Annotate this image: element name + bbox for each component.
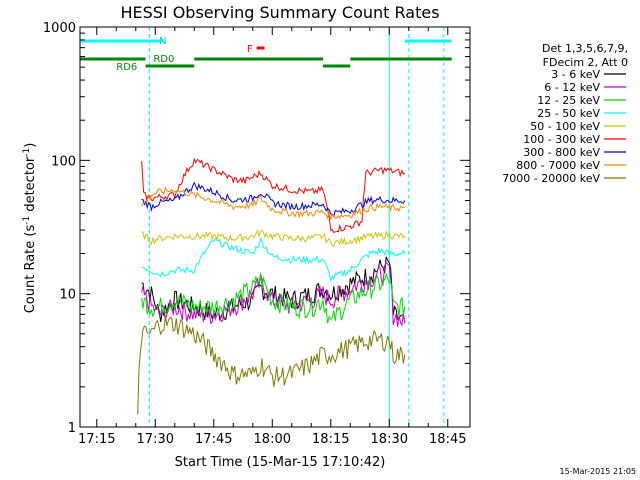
series-line [141,229,406,247]
x-axis-label: Start Time (15-Mar-15 17:10:42) [175,455,386,470]
series-line [137,316,406,415]
legend-item-label: 6 - 12 keV [544,81,600,94]
series-line [141,186,406,220]
y-axis-label: Count Rate (s-1 detector-1) [22,143,38,314]
y-tick-label: 1 [68,421,76,436]
x-tick-label: 18:00 [254,432,291,447]
plot-frame [79,26,471,428]
rd6-label: RD6 [116,62,137,73]
legend-item-label: 300 - 800 keV [523,146,600,159]
chart-title: HESSI Observing Summary Count Rates [120,3,439,22]
series-line [141,272,406,324]
y-tick-label: 10 [59,288,76,303]
x-tick-label: 18:45 [429,432,466,447]
series-line [141,157,406,234]
legend-item-label: 3 - 6 keV [551,68,600,81]
series-line [141,236,406,282]
x-tick-label: 17:30 [137,432,174,447]
timestamp: 15-Mar-2015 21:05 [560,467,637,476]
x-tick-label: 17:45 [195,432,232,447]
x-tick-label: 17:15 [78,432,115,447]
legend-header: FDecim 2, Att 0 [543,56,628,69]
legend-item-label: 50 - 100 keV [530,120,600,133]
y-tick-label: 1000 [43,21,76,36]
legend-item-label: 100 - 300 keV [523,133,600,146]
x-tick-label: 18:30 [371,432,408,447]
f-label: F [247,44,253,55]
y-tick-label: 100 [51,154,76,169]
legend-item-label: 12 - 25 keV [537,94,600,107]
legend-item-label: 7000 - 20000 keV [502,172,600,185]
legend-item-label: 25 - 50 keV [537,107,600,120]
legend-item-label: 800 - 7000 keV [516,159,600,172]
series-line [141,181,406,218]
legend: Det 1,3,5,6,7,9,FDecim 2, Att 03 - 6 keV… [502,42,628,185]
rd0-label: RD0 [153,54,174,65]
n-label: N [159,36,166,47]
plot-area: N F RD0 RD6 [79,27,452,427]
x-tick-label: 18:15 [312,432,349,447]
axes: 17:15 17:30 17:45 18:00 18:15 18:30 18:45 1 10 10… [43,21,471,447]
legend-header: Det 1,3,5,6,7,9, [542,42,628,55]
